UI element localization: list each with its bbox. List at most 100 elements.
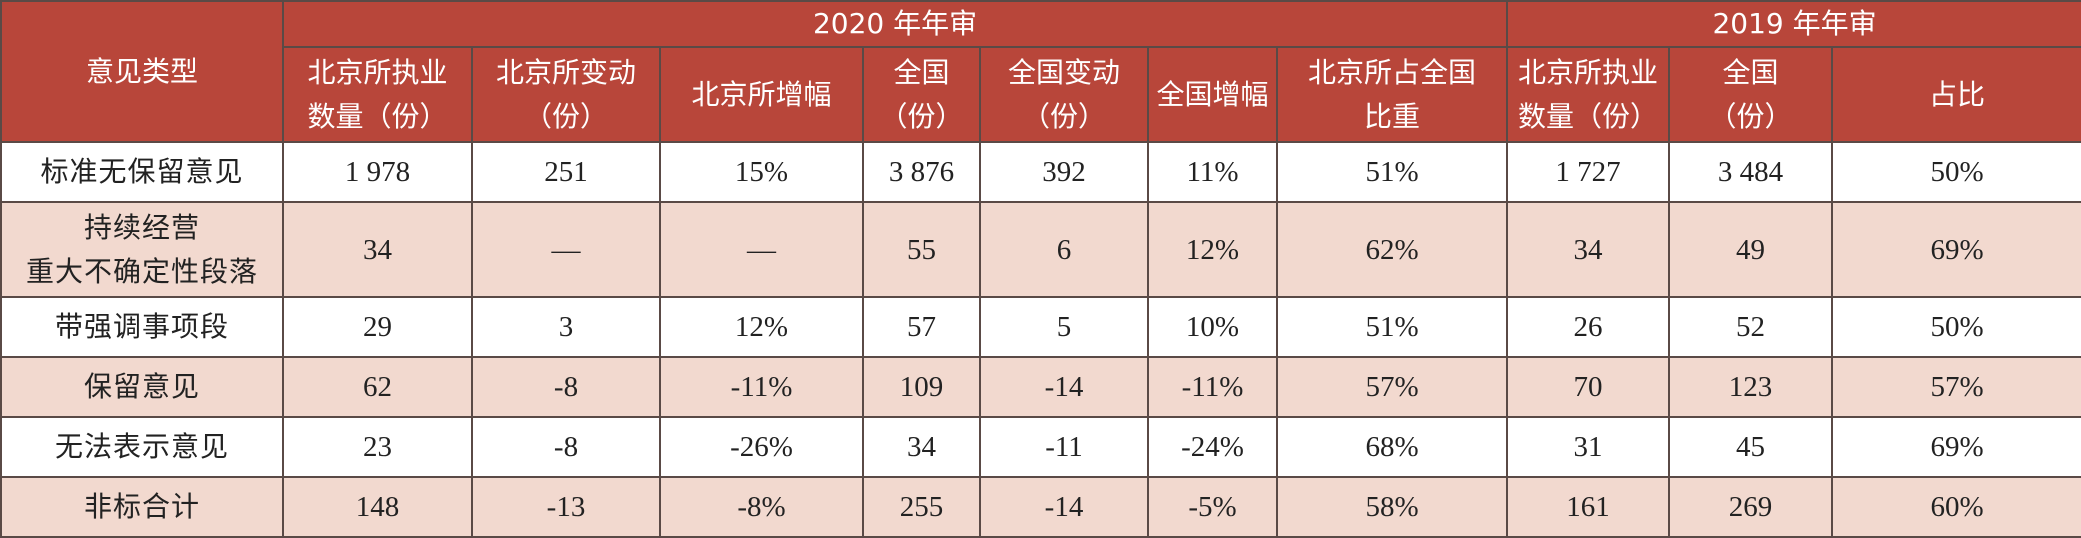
table-cell: 31 — [1506, 416, 1671, 478]
table-cell: 3 484 — [1668, 141, 1834, 203]
header-column-row: 北京所执业 数量（份） 北京所变动 （份） 北京所增幅 全国 （份） 全国变动 （份） … — [1, 46, 2081, 143]
column-header-line1: 北京所执业 — [307, 55, 448, 89]
row-label: 带强调事项段 — [0, 296, 284, 358]
table-cell: 29 — [282, 296, 473, 358]
table-row: 持续经营重大不确定性段落 34 — — 55 6 12% 62% 34 49 6… — [0, 201, 2081, 298]
table-cell: 392 — [979, 141, 1149, 203]
table-cell: — — [659, 201, 864, 298]
table-cell: 161 — [1506, 476, 1671, 538]
table-cell: 50% — [1831, 296, 2081, 358]
column-header: 北京所变动 （份） — [471, 46, 661, 143]
row-label-line2: 重大不确定性段落 — [25, 254, 258, 288]
table-cell: 62% — [1275, 201, 1509, 298]
column-header-line2: （份） — [1021, 99, 1106, 133]
table-cell: 55 — [862, 201, 981, 298]
table-cell: 10% — [1147, 296, 1278, 358]
column-header-line1: 北京所占全国 — [1308, 55, 1477, 89]
table-row: 非标合计 148 -13 -8% 255 -14 -5% 58% 161 269… — [0, 476, 2081, 538]
column-header: 北京所占全国 比重 — [1275, 46, 1509, 143]
table-cell: — — [471, 201, 661, 298]
table-cell: 60% — [1831, 476, 2081, 538]
column-header-line2: 数量（份） — [1518, 99, 1659, 133]
table-cell: 1 978 — [282, 141, 473, 203]
table-cell: 11% — [1147, 141, 1278, 203]
table-row: 保留意见 62 -8 -11% 109 -14 -11% 57% 70 123 … — [0, 356, 2081, 418]
table-cell: -14 — [979, 476, 1149, 538]
table-cell: 12% — [1147, 201, 1278, 298]
row-label: 非标合计 — [0, 476, 284, 538]
column-header: 全国 （份） — [862, 46, 981, 143]
table-cell: 6 — [979, 201, 1149, 298]
table-cell: -13 — [471, 476, 661, 538]
column-header: 北京所增幅 — [659, 46, 864, 143]
table-cell: 23 — [282, 416, 473, 478]
table-cell: -8 — [471, 356, 661, 418]
table-row: 带强调事项段 29 3 12% 57 5 10% 51% 26 52 50% — [0, 296, 2081, 358]
column-header-line1: 北京所变动 — [495, 55, 636, 89]
column-header-line2: （份） — [1708, 99, 1793, 133]
table-cell: 57 — [862, 296, 981, 358]
table-cell: 49 — [1668, 201, 1834, 298]
table-cell: -5% — [1147, 476, 1278, 538]
group-header-2020: 2020 年年审 — [281, 0, 1509, 48]
table-cell: 69% — [1831, 416, 2081, 478]
column-header-line2: 数量（份） — [307, 99, 448, 133]
column-header: 全国增幅 — [1147, 46, 1278, 143]
table-cell: -24% — [1147, 416, 1278, 478]
row-label: 无法表示意见 — [0, 416, 284, 478]
opinion-type-header: 意见类型 — [0, 0, 284, 143]
column-header-line1: 北京所增幅 — [691, 77, 832, 111]
row-label: 标准无保留意见 — [0, 141, 284, 203]
table-cell: -8% — [659, 476, 864, 538]
table-cell: 34 — [862, 416, 981, 478]
column-header-line1: 全国 — [893, 55, 950, 89]
table-cell: 123 — [1668, 356, 1834, 418]
table-cell: 45 — [1668, 416, 1834, 478]
table-cell: 12% — [659, 296, 864, 358]
table-cell: 62 — [282, 356, 473, 418]
column-header-line1: 全国 — [1722, 55, 1779, 89]
table-cell: 3 — [471, 296, 661, 358]
column-header: 北京所执业数量（份） — [1506, 46, 1671, 143]
table-cell: 15% — [659, 141, 864, 203]
column-header: 全国 （份） — [1668, 46, 1834, 143]
table-cell: -11% — [659, 356, 864, 418]
table-cell: 58% — [1275, 476, 1509, 538]
column-header-line1: 全国增幅 — [1156, 77, 1269, 111]
table-row: 无法表示意见 23 -8 -26% 34 -11 -24% 68% 31 45 … — [0, 416, 2081, 478]
column-header-line2: 比重 — [1364, 99, 1421, 133]
table-cell: 26 — [1506, 296, 1671, 358]
table-cell: 148 — [282, 476, 473, 538]
table-cell: 57% — [1275, 356, 1509, 418]
row-label-line1: 持续经营 — [83, 210, 200, 244]
column-header: 北京所执业数量（份） — [282, 46, 473, 143]
table-cell: 50% — [1831, 141, 2081, 203]
table-cell: 34 — [282, 201, 473, 298]
table-cell: 51% — [1275, 296, 1509, 358]
table-cell: 5 — [979, 296, 1149, 358]
table-cell: 34 — [1506, 201, 1671, 298]
column-header-line2: （份） — [879, 99, 964, 133]
table-cell: 109 — [862, 356, 981, 418]
table-cell: 3 876 — [862, 141, 981, 203]
table-cell: 255 — [862, 476, 981, 538]
column-header-line1: 占比 — [1929, 77, 1986, 111]
column-header-line1: 北京所执业 — [1518, 55, 1659, 89]
table-cell: 57% — [1831, 356, 2081, 418]
table-cell: 52 — [1668, 296, 1834, 358]
table-cell: 70 — [1506, 356, 1671, 418]
table-cell: 1 727 — [1506, 141, 1671, 203]
row-label: 保留意见 — [0, 356, 284, 418]
table-cell: 69% — [1831, 201, 2081, 298]
table-cell: 269 — [1668, 476, 1834, 538]
table-header: 意见类型 2020 年年审 2019 年年审 北京所执业数量（份） 北京所变动 （… — [0, 0, 2081, 143]
table-cell: 251 — [471, 141, 661, 203]
column-header-line2: （份） — [523, 99, 608, 133]
table-cell: -11% — [1147, 356, 1278, 418]
group-header-2019: 2019 年年审 — [1506, 0, 2081, 48]
table-cell: -26% — [659, 416, 864, 478]
column-header: 占比 — [1831, 46, 2081, 143]
row-label: 持续经营重大不确定性段落 — [0, 201, 284, 298]
table-cell: -14 — [979, 356, 1149, 418]
